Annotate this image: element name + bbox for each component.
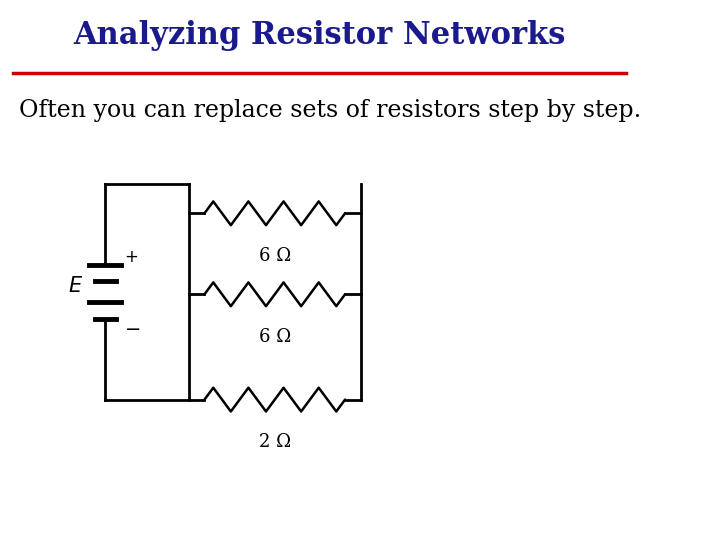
Text: +: + [125, 247, 138, 266]
Text: Often you can replace sets of resistors step by step.: Often you can replace sets of resistors … [19, 99, 642, 122]
Text: 2 Ω: 2 Ω [258, 433, 291, 451]
Text: 6 Ω: 6 Ω [258, 328, 291, 346]
Text: 6 Ω: 6 Ω [258, 247, 291, 265]
Text: Analyzing Resistor Networks: Analyzing Resistor Networks [73, 19, 566, 51]
Text: $E$: $E$ [68, 276, 83, 296]
Text: −: − [125, 320, 141, 339]
